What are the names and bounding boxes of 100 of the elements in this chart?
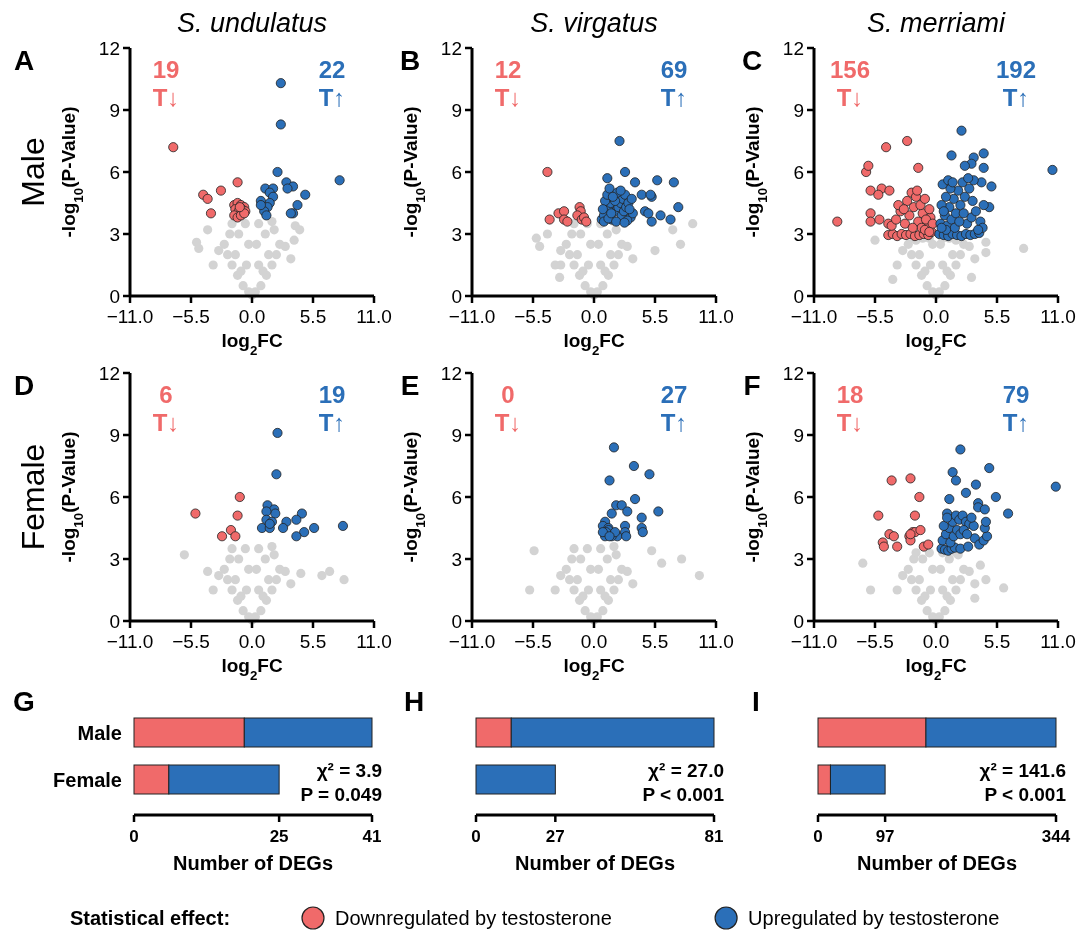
text: D (13, 370, 35, 401)
y-tick-label: 12 (440, 362, 462, 384)
annotation: P < 0.001 (642, 784, 725, 805)
annotation: T↓ (494, 84, 522, 111)
annotation: T↑ (1002, 409, 1030, 436)
x-tick-label: −5.5 (172, 306, 210, 327)
x-axis-title: log$_{2}$FC (905, 330, 967, 358)
y-tick-label: 0 (793, 610, 804, 632)
annotation: T↓ (494, 409, 522, 436)
x-tick-label: −5.5 (856, 631, 894, 652)
x-tick-label: 5.5 (641, 631, 669, 652)
x-tick-label: −11.0 (790, 306, 838, 327)
text: E (400, 370, 420, 401)
legend-label: Downregulated by testosterone (335, 907, 612, 929)
x-axis-title: Number of DEGs (514, 852, 676, 874)
x-tick-label: −5.5 (172, 631, 210, 652)
y-tick-label: Male (77, 721, 122, 744)
y-tick-label: 0 (793, 285, 804, 307)
text: Male (15, 137, 51, 207)
x-tick-label: 0 (471, 827, 481, 846)
text: F (743, 370, 761, 401)
text: B (399, 45, 421, 76)
x-tick-label: 11.0 (356, 631, 392, 652)
x-tick-label: 97 (875, 827, 895, 846)
y-tick-label: 3 (451, 548, 462, 570)
y-tick-label: 6 (109, 161, 120, 183)
annotation: T↑ (660, 409, 688, 436)
y-tick-label: 9 (793, 424, 804, 446)
annotation: 27 (660, 381, 688, 408)
annotation: 156 (829, 56, 871, 83)
y-tick-label: 3 (451, 223, 462, 245)
annotation: 0 (501, 381, 515, 408)
x-tick-label: −11.0 (448, 631, 496, 652)
annotation: T↑ (660, 84, 688, 111)
x-tick-label: 0.0 (238, 631, 266, 652)
y-tick-label: 9 (109, 99, 120, 121)
annotation: T↓ (836, 84, 864, 111)
x-tick-label: 0.0 (580, 306, 608, 327)
y-tick-label: 0 (109, 285, 120, 307)
x-axis-title: log$_{2}$FC (563, 330, 625, 358)
annotation: 6 (159, 381, 173, 408)
x-tick-label: 0.0 (580, 631, 608, 652)
annotation: 19 (318, 381, 346, 408)
y-tick-label: 0 (451, 285, 462, 307)
x-tick-label: 11.0 (356, 306, 392, 327)
y-tick-label: 6 (451, 486, 462, 508)
x-tick-label: 11.0 (698, 306, 734, 327)
y-tick-label: 12 (782, 362, 804, 384)
y-tick-label: 6 (109, 486, 120, 508)
x-tick-label: −5.5 (514, 631, 552, 652)
text: C (741, 45, 763, 76)
x-tick-label: 0.0 (238, 306, 266, 327)
x-tick-label: −11.0 (448, 306, 496, 327)
x-tick-label: −5.5 (514, 306, 552, 327)
legend-label: Upregulated by testosterone (748, 907, 1000, 929)
y-tick-label: 3 (109, 223, 120, 245)
x-axis-title: Number of DEGs (172, 852, 334, 874)
y-tick-label: 9 (109, 424, 120, 446)
y-tick-label: 12 (98, 37, 120, 59)
y-tick-label: 0 (451, 610, 462, 632)
x-tick-label: 27 (545, 827, 565, 846)
x-axis-title: log$_{2}$FC (221, 330, 283, 358)
y-tick-label: 3 (793, 548, 804, 570)
x-tick-label: 0 (129, 827, 139, 846)
x-tick-label: 5.5 (299, 306, 327, 327)
chart-title: S. undulatus (176, 8, 328, 38)
y-tick-label: 3 (793, 223, 804, 245)
chart-title: S. merriami (866, 8, 1006, 38)
text: H (403, 686, 425, 717)
x-tick-label: 0 (813, 827, 823, 846)
x-tick-label: 0.0 (922, 306, 950, 327)
y-tick-label: Female (53, 768, 122, 791)
x-axis-title: Number of DEGs (856, 852, 1018, 874)
annotation: P < 0.001 (984, 784, 1067, 805)
x-tick-label: 81 (704, 827, 724, 846)
x-tick-label: 11.0 (1040, 631, 1076, 652)
y-tick-label: 9 (793, 99, 804, 121)
annotation: 79 (1002, 381, 1030, 408)
y-tick-label: 0 (109, 610, 120, 632)
x-tick-label: −5.5 (856, 306, 894, 327)
x-tick-label: 344 (1041, 827, 1071, 846)
annotation: 12 (494, 56, 522, 83)
annotation: 19 (152, 56, 180, 83)
annotation: χ² = 3.9 (316, 760, 382, 781)
annotation: χ² = 141.6 (979, 760, 1066, 781)
x-tick-label: 5.5 (299, 631, 327, 652)
text: I (752, 686, 760, 717)
annotation: χ² = 27.0 (648, 760, 724, 781)
x-tick-label: 25 (269, 827, 289, 846)
annotation: T↓ (152, 84, 180, 111)
annotation: 22 (318, 56, 346, 83)
x-tick-label: 5.5 (983, 306, 1011, 327)
x-axis-title: log$_{2}$FC (905, 655, 967, 683)
annotation: T↓ (836, 409, 864, 436)
annotation: T↑ (318, 409, 346, 436)
y-tick-label: 6 (793, 486, 804, 508)
x-tick-label: 0.0 (922, 631, 950, 652)
x-tick-label: −11.0 (106, 306, 154, 327)
y-tick-label: 12 (782, 37, 804, 59)
x-tick-label: 5.5 (641, 306, 669, 327)
